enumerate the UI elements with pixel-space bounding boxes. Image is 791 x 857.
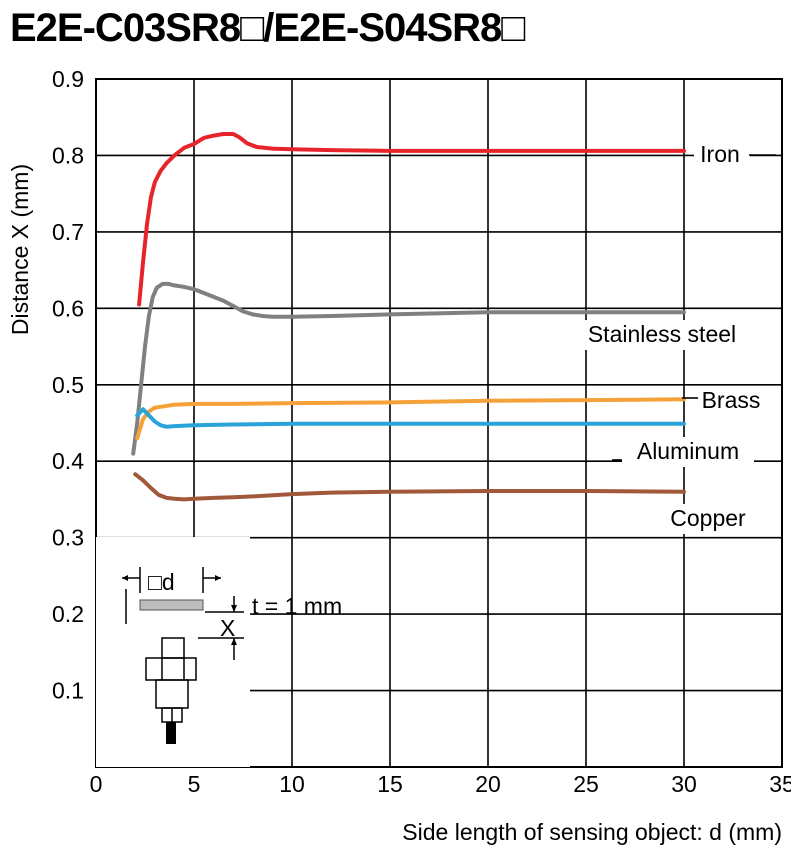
inset-x-label: X <box>220 615 235 641</box>
tick-labels: 0 5 10 15 20 25 30 35 0.1 0.2 0.3 0.4 0.5 0.6 0.7 0.8 0.… <box>52 66 791 797</box>
inset-sensing-plate <box>139 599 204 611</box>
series-label-bg-iron <box>694 140 750 168</box>
plot-border <box>95 78 783 768</box>
series-label-bg-stainless-steel <box>566 320 762 350</box>
x-tick-label: 20 <box>475 771 501 797</box>
x-tick-label: 30 <box>671 771 697 797</box>
inset-sensor-cable <box>166 722 176 744</box>
y-tick-label: 0.4 <box>52 448 84 474</box>
series-line-copper <box>133 472 686 502</box>
x-tick-label: 25 <box>573 771 599 797</box>
y-tick-label: 0.1 <box>52 678 84 704</box>
x-tick-label: 5 <box>188 771 201 797</box>
x-axis-label: Side length of sensing object: d (mm) <box>402 819 782 845</box>
series-label-stainless-steel: Stainless steel <box>588 321 736 347</box>
x-tick-label: 15 <box>377 771 403 797</box>
axes <box>95 78 783 768</box>
series-line-brass <box>135 397 686 441</box>
y-tick-label: 0.5 <box>52 372 84 398</box>
y-tick-label: 0.7 <box>52 219 84 245</box>
inset-thickness-label: t = 1 mm <box>252 593 342 619</box>
sensor-inset-diagram: □d X t = 1 mm <box>96 537 342 767</box>
x-tick-label: 35 <box>769 771 791 797</box>
series-label-iron: Iron <box>700 141 740 167</box>
y-tick-label: 0.9 <box>52 66 84 92</box>
chart-title: E2E-C03SR8□/E2E-S04SR8□ <box>10 6 525 50</box>
series-label-bg-copper <box>656 504 760 534</box>
x-tick-label: 10 <box>279 771 305 797</box>
series-label-aluminum: Aluminum <box>637 438 739 464</box>
y-tick-label: 0.3 <box>52 525 84 551</box>
series-label-copper: Copper <box>670 505 746 531</box>
x-tick-label: 0 <box>90 771 103 797</box>
series-line-iron <box>137 132 686 307</box>
series-labels: Iron Stainless steel Brass Aluminum Copper <box>566 140 776 534</box>
series-lines <box>131 132 686 502</box>
series-line-aluminum <box>135 407 686 429</box>
y-tick-label: 0.8 <box>52 142 84 168</box>
y-axis-label: Distance X (mm) <box>7 164 33 335</box>
series-label-bg-aluminum <box>622 437 754 467</box>
y-tick-label: 0.2 <box>52 601 84 627</box>
inset-d-label: □d <box>148 569 175 595</box>
series-label-brass: Brass <box>702 387 761 413</box>
series-label-bg-brass <box>694 387 768 415</box>
y-tick-label: 0.6 <box>52 295 84 321</box>
series-line-stainless-steel <box>131 281 686 456</box>
